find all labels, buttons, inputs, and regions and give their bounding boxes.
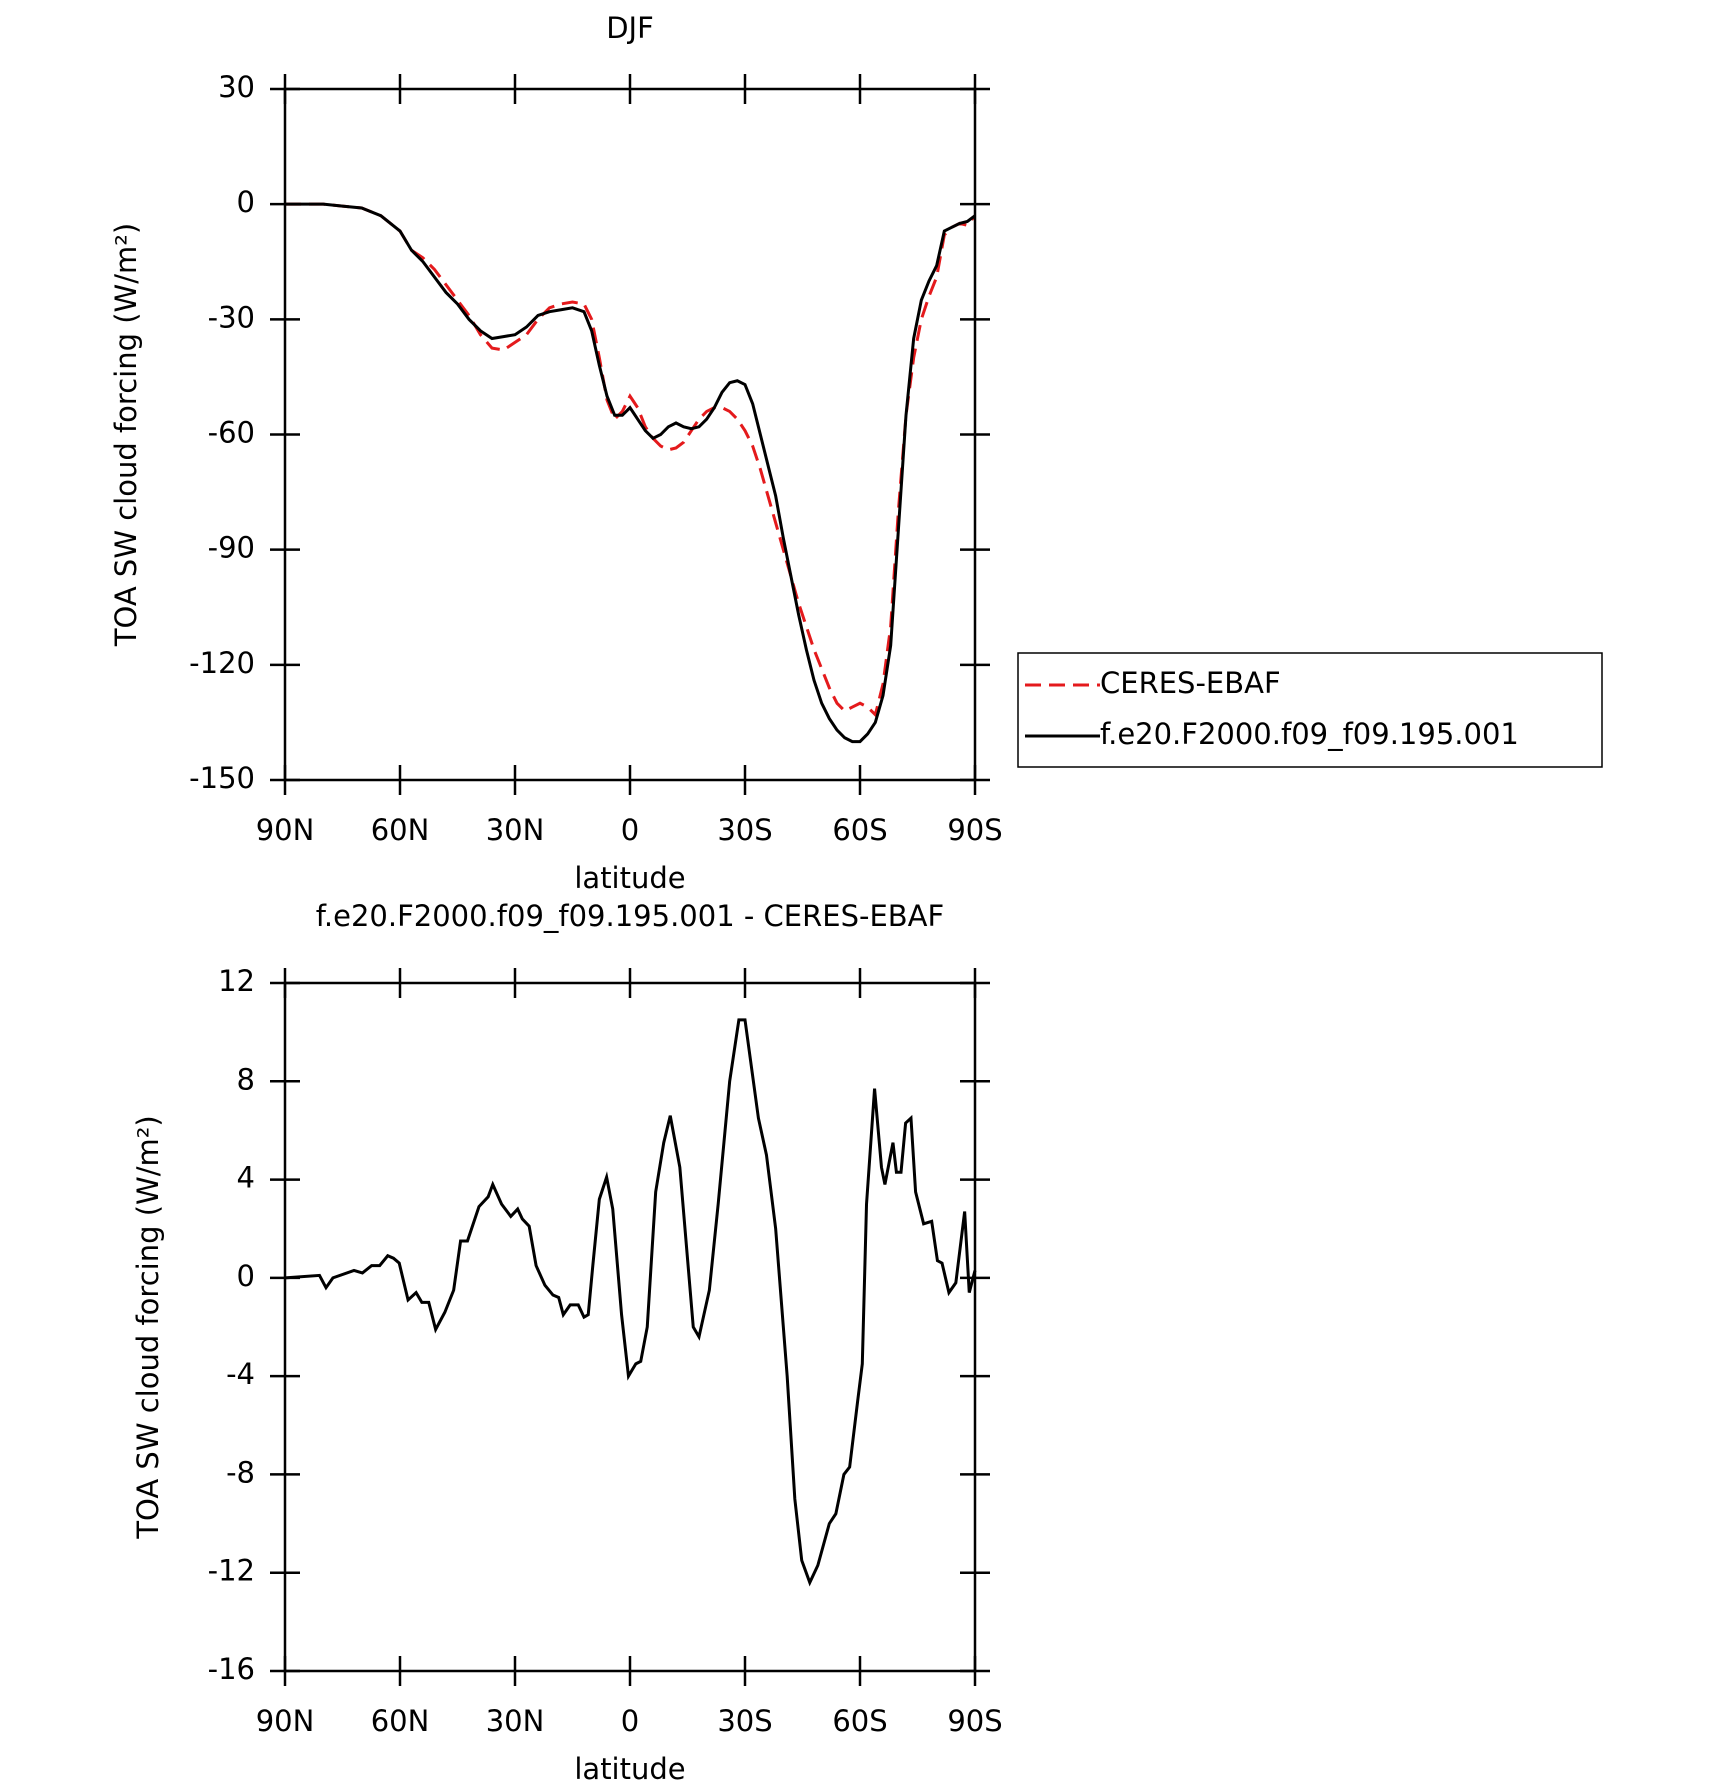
- y-tick-label: 4: [237, 1161, 255, 1195]
- x-tick-label: 30S: [717, 1704, 772, 1738]
- plot-frame: [283, 981, 977, 1673]
- y-tick-label: 0: [237, 1259, 255, 1293]
- x-tick-label: 90N: [256, 813, 315, 847]
- y-tick-label: 0: [237, 185, 255, 219]
- x-tick-label: 60N: [371, 813, 430, 847]
- y-tick-label: -8: [226, 1455, 255, 1489]
- y-tick-label: -120: [189, 646, 255, 680]
- x-tick-label: 30N: [486, 1704, 545, 1738]
- x-tick-label: 90S: [947, 1704, 1002, 1738]
- x-tick-label: 60S: [832, 1704, 887, 1738]
- x-tick-label: 90S: [947, 813, 1002, 847]
- y-tick-label: -150: [189, 761, 255, 795]
- x-tick-label: 60S: [832, 813, 887, 847]
- y-tick-label: -90: [208, 531, 255, 565]
- plot-frame: [283, 87, 977, 782]
- y-tick-label: -60: [208, 416, 255, 450]
- y-tick-label: -4: [226, 1357, 255, 1391]
- data-line: [285, 202, 977, 718]
- legend-label: CERES-EBAF: [1100, 666, 1281, 700]
- y-axis-label: TOA SW cloud forcing (W/m²): [109, 223, 143, 647]
- x-tick-label: 0: [621, 813, 639, 847]
- y-tick-label: -12: [208, 1554, 255, 1588]
- y-axis-label: TOA SW cloud forcing (W/m²): [131, 1115, 165, 1539]
- y-tick-label: 12: [218, 964, 255, 998]
- chart-title: DJF: [606, 11, 654, 45]
- x-tick-label: 0: [621, 1704, 639, 1738]
- y-tick-label: -30: [208, 300, 255, 334]
- x-axis-label: latitude: [574, 861, 685, 895]
- x-tick-label: 60N: [371, 1704, 430, 1738]
- y-tick-label: 30: [218, 70, 255, 104]
- x-tick-label: 90N: [256, 1704, 315, 1738]
- data-line: [285, 202, 976, 744]
- y-tick-label: -16: [208, 1652, 255, 1686]
- chart-title: f.e20.F2000.f09_f09.195.001 - CERES-EBAF: [316, 899, 944, 933]
- legend-box: [1017, 652, 1603, 768]
- x-tick-label: 30N: [486, 813, 545, 847]
- legend-label: f.e20.F2000.f09_f09.195.001: [1100, 717, 1519, 751]
- data-line: [284, 1018, 977, 1587]
- x-axis-label: latitude: [574, 1752, 685, 1786]
- y-tick-label: 8: [237, 1062, 255, 1096]
- x-tick-label: 30S: [717, 813, 772, 847]
